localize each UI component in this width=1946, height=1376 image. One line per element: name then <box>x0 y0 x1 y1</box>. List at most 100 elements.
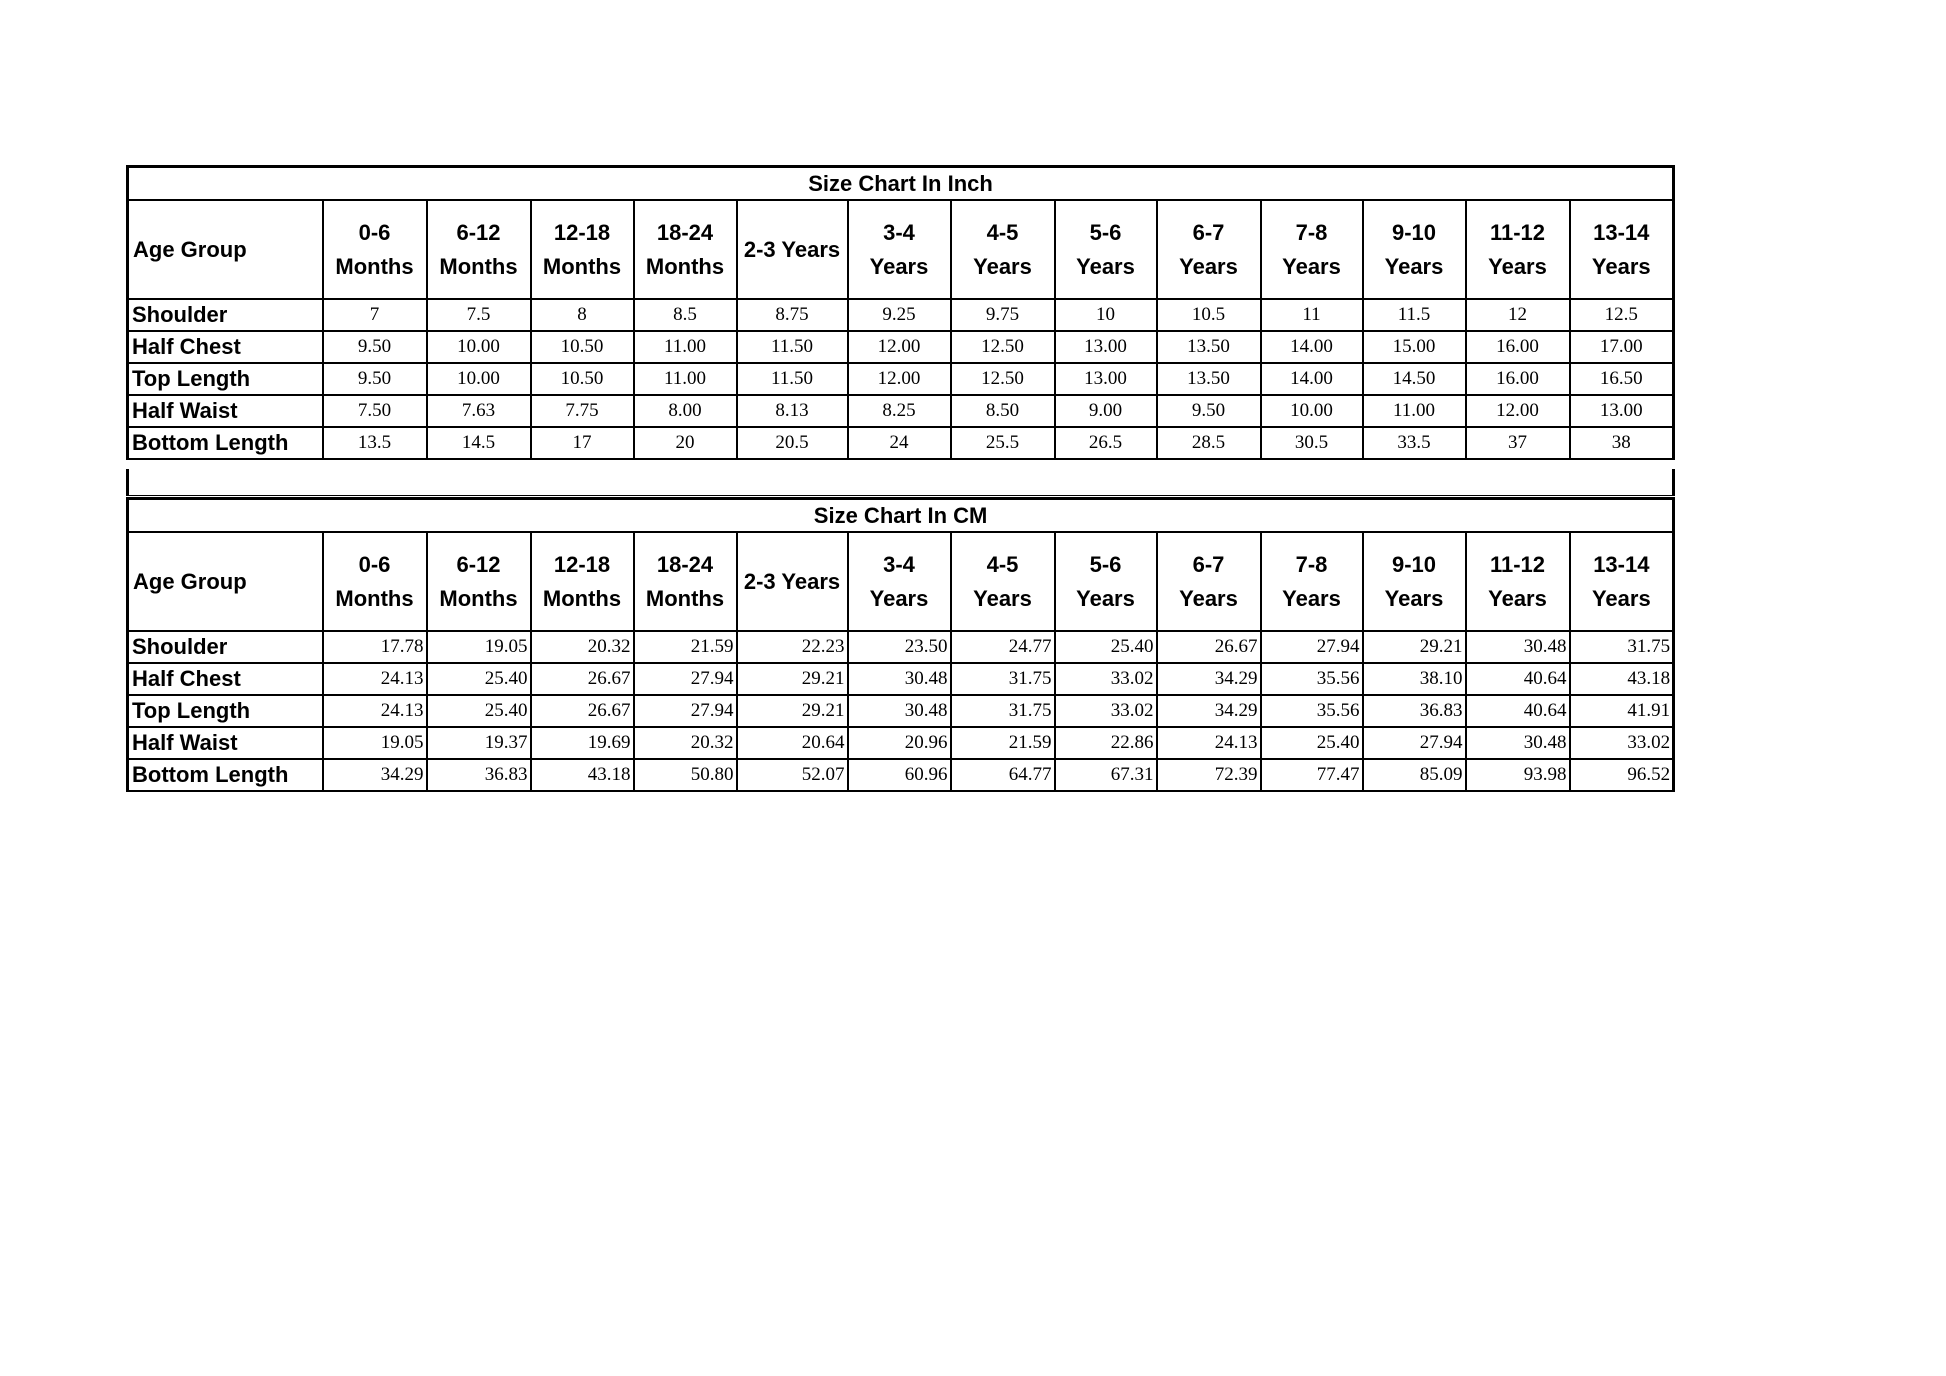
table-cell: 64.77 <box>949 758 1056 792</box>
table-row: Half Chest 9.50 10.00 10.50 11.00 11.50 12.00 1… <box>126 330 1676 364</box>
table-cell: 16.00 <box>1464 330 1571 364</box>
table-cell: 40.64 <box>1464 662 1571 696</box>
table-cell: 43.18 <box>529 758 635 792</box>
row-label: Half Waist <box>126 394 324 428</box>
table-cell: 10.00 <box>425 330 532 364</box>
table-cell: 13.00 <box>1053 330 1158 364</box>
size-chart-inch-table: Size Chart In Inch Age Group 0-6 Months 6-1… <box>125 165 1676 460</box>
table-row: Shoulder 17.78 19.05 20.32 21.59 22.23 23.50 24… <box>126 630 1676 664</box>
column-header: 9-10 Years <box>1361 531 1467 632</box>
title-row: Size Chart In Inch <box>125 165 1676 201</box>
table-cell: 30.5 <box>1259 426 1364 460</box>
table-cell: 13.50 <box>1155 330 1262 364</box>
column-header: 6-12 Months <box>425 531 532 632</box>
table-cell: 15.00 <box>1361 330 1467 364</box>
table-cell: 13.00 <box>1568 394 1676 428</box>
header-row: Age Group 0-6 Months 6-12 Months 12-18 Mont… <box>126 531 1676 632</box>
table-cell: 27.94 <box>1259 630 1364 664</box>
row-label: Top Length <box>126 362 324 396</box>
column-header: 4-5 Years <box>949 531 1056 632</box>
row-label: Top Length <box>126 694 324 728</box>
table-cell: 7.75 <box>529 394 635 428</box>
table-cell: 77.47 <box>1259 758 1364 792</box>
table-cell: 72.39 <box>1155 758 1262 792</box>
column-header: 2-3 Years <box>735 199 849 300</box>
table-cell: 33.02 <box>1568 726 1676 760</box>
table-cell: 43.18 <box>1568 662 1676 696</box>
table-cell: 23.50 <box>846 630 952 664</box>
row-label: Shoulder <box>126 630 324 664</box>
table-cell: 24 <box>846 426 952 460</box>
table-cell: 11.50 <box>735 330 849 364</box>
table-title: Size Chart In Inch <box>125 165 1676 201</box>
table-cell: 67.31 <box>1053 758 1158 792</box>
table-cell: 34.29 <box>1155 662 1262 696</box>
table-cell: 14.5 <box>425 426 532 460</box>
column-header: 6-7 Years <box>1155 199 1262 300</box>
table-cell: 16.00 <box>1464 362 1571 396</box>
table-cell: 93.98 <box>1464 758 1571 792</box>
table-cell: 19.69 <box>529 726 635 760</box>
table-cell: 34.29 <box>321 758 428 792</box>
table-cell: 7 <box>321 298 428 332</box>
table-cell: 26.67 <box>529 694 635 728</box>
row-label: Half Waist <box>126 726 324 760</box>
column-header: 3-4 Years <box>846 199 952 300</box>
column-header: 13-14 Years <box>1568 531 1676 632</box>
table-cell: 25.40 <box>1053 630 1158 664</box>
table-cell: 12 <box>1464 298 1571 332</box>
table-cell: 28.5 <box>1155 426 1262 460</box>
table-row: Top Length 9.50 10.00 10.50 11.00 11.50 12.00 1… <box>126 362 1676 396</box>
table-cell: 29.21 <box>735 694 849 728</box>
table-cell: 9.50 <box>1155 394 1262 428</box>
table-row: Top Length 24.13 25.40 26.67 27.94 29.21 30.48… <box>126 694 1676 728</box>
column-header: 12-18 Months <box>529 199 635 300</box>
table-cell: 33.02 <box>1053 662 1158 696</box>
column-header: 18-24 Months <box>632 531 738 632</box>
table-cell: 35.56 <box>1259 694 1364 728</box>
table-cell: 8.00 <box>632 394 738 428</box>
table-cell: 50.80 <box>632 758 738 792</box>
table-cell: 19.37 <box>425 726 532 760</box>
column-header: 18-24 Months <box>632 199 738 300</box>
table-cell: 27.94 <box>632 662 738 696</box>
table-cell: 34.29 <box>1155 694 1262 728</box>
table-cell: 20.64 <box>735 726 849 760</box>
table-cell: 35.56 <box>1259 662 1364 696</box>
table-cell: 26.67 <box>1155 630 1262 664</box>
column-header: 7-8 Years <box>1259 531 1364 632</box>
table-cell: 8 <box>529 298 635 332</box>
table-cell: 29.21 <box>735 662 849 696</box>
table-cell: 27.94 <box>1361 726 1467 760</box>
table-cell: 16.50 <box>1568 362 1676 396</box>
table-cell: 20.32 <box>632 726 738 760</box>
table-cell: 9.50 <box>321 362 428 396</box>
table-cell: 13.00 <box>1053 362 1158 396</box>
table-cell: 25.40 <box>425 662 532 696</box>
table-cell: 14.00 <box>1259 362 1364 396</box>
header-row: Age Group 0-6 Months 6-12 Months 12-18 Mont… <box>126 199 1676 300</box>
table-cell: 8.5 <box>632 298 738 332</box>
table-cell: 10 <box>1053 298 1158 332</box>
table-cell: 31.75 <box>949 694 1056 728</box>
table-cell: 10.00 <box>1259 394 1364 428</box>
table-cell: 12.5 <box>1568 298 1676 332</box>
table-cell: 8.50 <box>949 394 1056 428</box>
table-cell: 9.00 <box>1053 394 1158 428</box>
title-row: Size Chart In CM <box>125 497 1676 533</box>
table-row: Bottom Length 34.29 36.83 43.18 50.80 52.07 60… <box>126 758 1676 792</box>
table-cell: 19.05 <box>425 630 532 664</box>
column-header: 12-18 Months <box>529 531 635 632</box>
age-group-header: Age Group <box>126 531 324 632</box>
table-cell: 25.40 <box>425 694 532 728</box>
table-row: Half Chest 24.13 25.40 26.67 27.94 29.21 30.48… <box>126 662 1676 696</box>
table-spacer-row <box>126 469 1675 496</box>
table-cell: 17.78 <box>321 630 428 664</box>
row-label: Shoulder <box>126 298 324 332</box>
table-cell: 38.10 <box>1361 662 1467 696</box>
age-group-header: Age Group <box>126 199 324 300</box>
table-cell: 12.50 <box>949 330 1056 364</box>
table-cell: 21.59 <box>632 630 738 664</box>
table-cell: 9.25 <box>846 298 952 332</box>
table-cell: 13.50 <box>1155 362 1262 396</box>
